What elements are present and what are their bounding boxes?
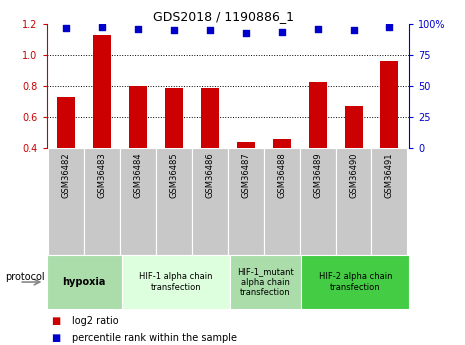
Text: ■: ■ xyxy=(51,333,60,343)
Bar xyxy=(309,81,326,210)
Text: GSM36482: GSM36482 xyxy=(62,152,71,198)
Bar xyxy=(230,255,301,309)
Text: percentile rank within the sample: percentile rank within the sample xyxy=(72,333,237,343)
Text: GSM36487: GSM36487 xyxy=(241,152,250,198)
Bar xyxy=(57,97,75,210)
Bar xyxy=(380,61,399,210)
Bar xyxy=(345,106,363,210)
Text: protocol: protocol xyxy=(5,272,44,282)
Text: HIF-1_mutant
alpha chain
transfection: HIF-1_mutant alpha chain transfection xyxy=(237,267,294,297)
Point xyxy=(62,25,70,31)
Bar xyxy=(192,148,228,255)
Text: GSM36491: GSM36491 xyxy=(385,152,394,198)
Text: hypoxia: hypoxia xyxy=(62,277,106,287)
Bar xyxy=(336,148,372,255)
Point xyxy=(206,28,213,33)
Point xyxy=(278,29,286,34)
Text: HIF-1 alpha chain
transfection: HIF-1 alpha chain transfection xyxy=(139,272,213,292)
Text: GSM36485: GSM36485 xyxy=(169,152,179,198)
Point xyxy=(350,28,357,33)
Bar xyxy=(48,148,84,255)
Bar xyxy=(120,148,156,255)
Bar xyxy=(237,142,255,210)
Bar xyxy=(273,139,291,210)
Bar xyxy=(372,148,407,255)
Text: log2 ratio: log2 ratio xyxy=(72,316,119,326)
Bar xyxy=(299,148,336,255)
Text: HIF-2 alpha chain
transfection: HIF-2 alpha chain transfection xyxy=(319,272,392,292)
Bar xyxy=(46,255,122,309)
Point xyxy=(314,26,321,32)
Point xyxy=(170,28,178,33)
Bar xyxy=(301,255,409,309)
Bar xyxy=(93,35,111,210)
Text: GDS2018 / 1190886_1: GDS2018 / 1190886_1 xyxy=(153,10,294,23)
Bar xyxy=(129,86,147,210)
Bar xyxy=(156,148,192,255)
Text: ■: ■ xyxy=(51,316,60,326)
Point xyxy=(134,26,142,32)
Bar xyxy=(122,255,230,309)
Text: GSM36484: GSM36484 xyxy=(133,152,143,198)
Point xyxy=(99,24,106,29)
Text: GSM36483: GSM36483 xyxy=(98,152,106,198)
Bar xyxy=(165,88,183,210)
Bar xyxy=(201,88,219,210)
Text: GSM36488: GSM36488 xyxy=(277,152,286,198)
Bar xyxy=(264,148,299,255)
Text: GSM36486: GSM36486 xyxy=(206,152,214,198)
Bar xyxy=(84,148,120,255)
Text: GSM36489: GSM36489 xyxy=(313,152,322,198)
Point xyxy=(386,24,393,29)
Text: GSM36490: GSM36490 xyxy=(349,152,358,198)
Bar xyxy=(228,148,264,255)
Point xyxy=(242,30,250,36)
